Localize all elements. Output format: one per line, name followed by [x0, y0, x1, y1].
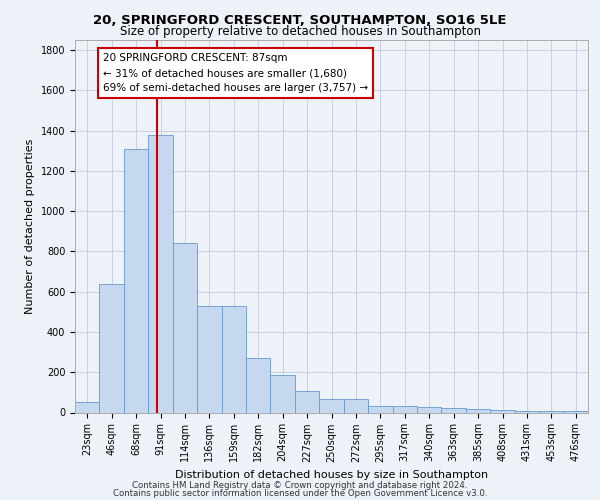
Bar	[295, 392, 319, 412]
Bar	[392, 406, 417, 412]
Text: Size of property relative to detached houses in Southampton: Size of property relative to detached ho…	[119, 25, 481, 38]
Bar	[466, 410, 490, 412]
Bar	[417, 408, 442, 412]
Bar	[490, 410, 515, 412]
Bar	[221, 306, 246, 412]
Text: Contains public sector information licensed under the Open Government Licence v3: Contains public sector information licen…	[113, 488, 487, 498]
Text: 20, SPRINGFORD CRESCENT, SOUTHAMPTON, SO16 5LE: 20, SPRINGFORD CRESCENT, SOUTHAMPTON, SO…	[93, 14, 507, 27]
Bar	[100, 284, 124, 412]
Bar	[319, 400, 344, 412]
Bar	[515, 411, 539, 412]
Bar	[344, 400, 368, 412]
Bar	[173, 244, 197, 412]
Bar	[246, 358, 271, 412]
Text: Contains HM Land Registry data © Crown copyright and database right 2024.: Contains HM Land Registry data © Crown c…	[132, 481, 468, 490]
Bar	[197, 306, 221, 412]
Bar	[124, 148, 148, 412]
X-axis label: Distribution of detached houses by size in Southampton: Distribution of detached houses by size …	[175, 470, 488, 480]
Y-axis label: Number of detached properties: Number of detached properties	[25, 138, 35, 314]
Bar	[148, 134, 173, 412]
Bar	[368, 406, 392, 412]
Bar	[442, 408, 466, 412]
Bar	[75, 402, 100, 412]
Text: 20 SPRINGFORD CRESCENT: 87sqm
← 31% of detached houses are smaller (1,680)
69% o: 20 SPRINGFORD CRESCENT: 87sqm ← 31% of d…	[103, 54, 368, 93]
Bar	[271, 375, 295, 412]
